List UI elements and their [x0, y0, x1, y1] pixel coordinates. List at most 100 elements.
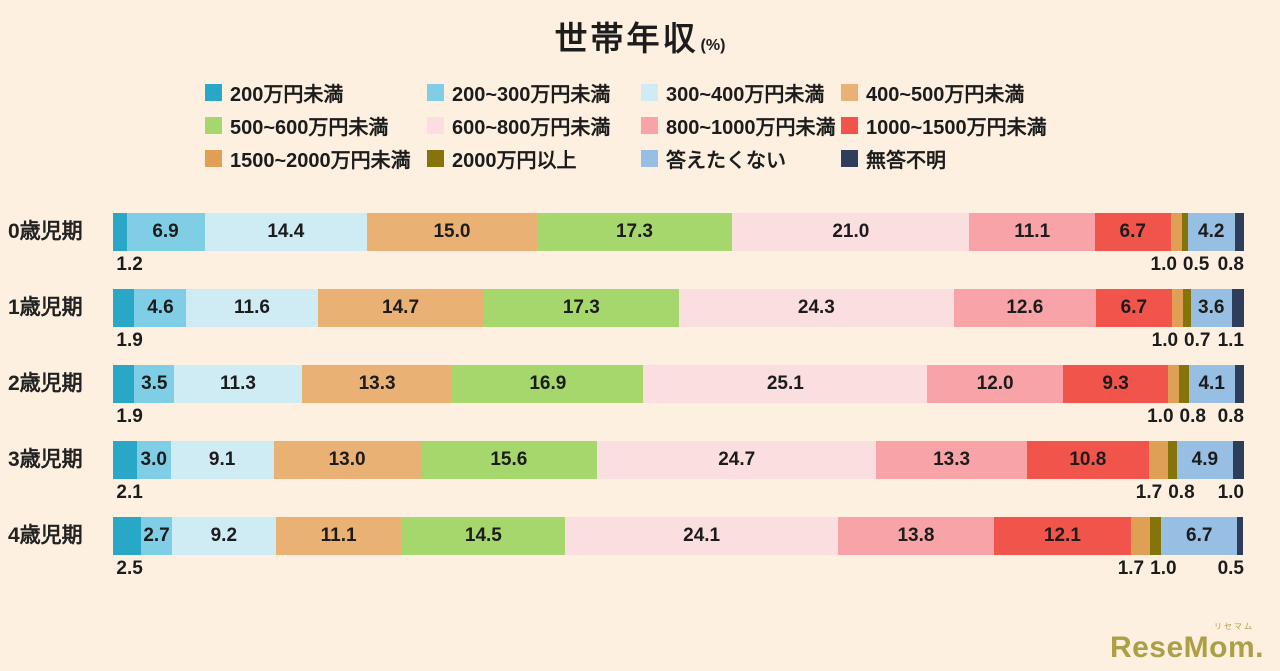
segment-value-label: 0.8 — [1217, 254, 1244, 275]
stacked-bar: 2.7 9.2 11.1 14.5 24.1 13.8 12.1 6.7 — [113, 517, 1244, 555]
row-label: 1歳児期 — [8, 296, 83, 319]
bar-area: 6.9 14.4 15.0 17.3 21.0 11.1 6.7 4.2 1.2 1.0 0.5 0.… — [113, 213, 1244, 277]
segment-value-label: 1.0 — [1217, 482, 1244, 503]
bar-segment: 16.9 — [452, 365, 644, 403]
legend-item: 1500~2000万円未満 — [205, 148, 427, 172]
legend-item: 2000万円以上 — [427, 148, 641, 172]
below-labels: 1.9 1.0 0.7 1.1 — [113, 327, 1244, 353]
bar-segment — [1232, 441, 1244, 479]
bar-segment: 11.6 — [186, 289, 318, 327]
bar-segment: 4.6 — [134, 289, 187, 327]
bar-segment: 3.6 — [1190, 289, 1232, 327]
legend-label: 2000万円以上 — [452, 149, 577, 172]
legend-label: 無答不明 — [866, 149, 946, 172]
bar-segment — [113, 365, 135, 403]
bar-segment: 3.0 — [136, 441, 171, 479]
row-label: 0歳児期 — [8, 220, 83, 243]
bar-segment: 25.1 — [643, 365, 928, 403]
bar-segment: 6.9 — [126, 213, 205, 251]
bar-segment — [1231, 289, 1245, 327]
segment-value-label: 0.7 — [1184, 330, 1211, 351]
segment-value-label: 1.2 — [116, 254, 143, 275]
bar-segment — [1234, 365, 1244, 403]
chart-row: 4歳児期 2.7 9.2 11.1 14.5 24.1 13.8 12.1 6.7 2.5 1.7 1… — [8, 517, 1244, 581]
legend-item: 200万円未満 — [205, 82, 427, 106]
stacked-bar: 3.0 9.1 13.0 15.6 24.7 13.3 10.8 4.9 — [113, 441, 1244, 479]
bar-segment: 6.7 — [1094, 213, 1171, 251]
legend-label: 答えたくない — [666, 149, 786, 172]
legend-color-swatch — [205, 83, 222, 101]
bar-segment: 11.1 — [275, 517, 402, 555]
bar-segment: 9.3 — [1063, 365, 1169, 403]
legend-label: 800~1000万円未満 — [666, 116, 836, 139]
legend-color-swatch — [841, 116, 858, 134]
segment-value-label: 1.7 — [1135, 482, 1163, 503]
chart-title: 世帯年収 (%) — [0, 0, 1280, 57]
legend-label: 1500~2000万円未満 — [230, 149, 411, 172]
bar-segment: 21.0 — [732, 213, 970, 251]
bar-segment: 15.6 — [420, 441, 598, 479]
bar-area: 3.0 9.1 13.0 15.6 24.7 13.3 10.8 4.9 2.1 1.7 0.8 1.… — [113, 441, 1244, 505]
legend-color-swatch — [841, 83, 858, 101]
bar-segment: 13.3 — [301, 365, 453, 403]
chart-title-text: 世帯年収 — [554, 20, 699, 57]
row-label: 4歳児期 — [8, 524, 83, 547]
bar-segment — [1168, 441, 1178, 479]
legend-item: 200~300万円未満 — [427, 82, 641, 106]
bar-segment — [113, 517, 142, 555]
bar-segment: 9.2 — [171, 517, 276, 555]
legend-item: 答えたくない — [641, 148, 841, 172]
below-labels: 1.2 1.0 0.5 0.8 — [113, 251, 1244, 277]
segment-value-label: 1.9 — [116, 330, 143, 351]
bar-segment — [1183, 289, 1191, 327]
segment-value-label: 2.1 — [116, 482, 143, 503]
bar-segment: 9.1 — [170, 441, 274, 479]
bar-segment: 11.3 — [174, 365, 302, 403]
legend-color-swatch — [427, 116, 444, 134]
legend-color-swatch — [427, 149, 444, 167]
chart-row: 0歳児期 6.9 14.4 15.0 17.3 21.0 11.1 6.7 4.2 1.2 1.0 0… — [8, 213, 1244, 277]
bar-segment: 14.5 — [401, 517, 566, 555]
legend-item: 無答不明 — [841, 148, 1047, 172]
segment-value-label: 2.5 — [116, 558, 143, 579]
bar-segment — [1234, 213, 1244, 251]
legend-label: 200~300万円未満 — [452, 83, 611, 106]
legend: 200万円未満 200~300万円未満 300~400万円未満 400~500万円未満… — [205, 82, 1280, 172]
legend-label: 1000~1500万円未満 — [866, 116, 1047, 139]
bar-segment: 2.7 — [141, 517, 172, 555]
bar-segment: 13.8 — [837, 517, 994, 555]
stacked-bar: 6.9 14.4 15.0 17.3 21.0 11.1 6.7 4.2 — [113, 213, 1244, 251]
segment-value-label: 0.8 — [1168, 482, 1195, 503]
bar-segment — [1170, 213, 1182, 251]
bar-segment: 3.5 — [134, 365, 175, 403]
legend-item: 800~1000万円未満 — [641, 115, 841, 139]
legend-item: 300~400万円未満 — [641, 82, 841, 106]
bar-segment — [1168, 365, 1180, 403]
segment-value-label: 0.8 — [1179, 406, 1206, 427]
bar-segment: 4.1 — [1188, 365, 1235, 403]
legend-label: 200万円未満 — [230, 83, 344, 106]
bar-segment: 24.7 — [597, 441, 877, 479]
bar-segment: 6.7 — [1096, 289, 1172, 327]
chart-rows: 0歳児期 6.9 14.4 15.0 17.3 21.0 11.1 6.7 4.2 1.2 1.0 0… — [8, 213, 1245, 581]
bar-segment: 24.1 — [565, 517, 838, 555]
legend-color-swatch — [205, 149, 222, 167]
segment-value-label: 1.0 — [1150, 254, 1177, 275]
bar-segment: 17.3 — [536, 213, 733, 251]
segment-value-label: 1.0 — [1147, 406, 1174, 427]
legend-item: 500~600万円未満 — [205, 115, 427, 139]
segment-value-label: 0.8 — [1217, 406, 1244, 427]
bar-segment — [1181, 213, 1188, 251]
segment-value-label: 1.0 — [1151, 330, 1179, 351]
bar-segment — [1150, 517, 1162, 555]
bar-segment: 14.7 — [317, 289, 484, 327]
bar-segment: 15.0 — [367, 213, 537, 251]
bar-segment: 12.1 — [993, 517, 1131, 555]
bar-segment: 17.3 — [483, 289, 680, 327]
below-labels: 2.5 1.7 1.0 0.5 — [113, 555, 1244, 581]
bar-segment: 14.4 — [204, 213, 368, 251]
bar-segment — [1179, 365, 1189, 403]
stacked-bar: 4.6 11.6 14.7 17.3 24.3 12.6 6.7 3.6 — [113, 289, 1245, 327]
segment-value-label: 1.9 — [116, 406, 143, 427]
resemom-logo-text: ReseMom. — [1109, 631, 1264, 664]
